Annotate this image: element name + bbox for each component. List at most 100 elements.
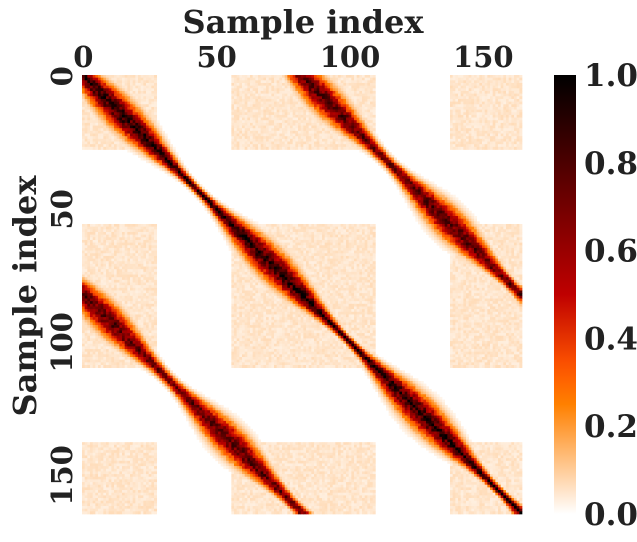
heatmap-cell [95,85,99,89]
heatmap-cell [111,128,115,132]
heatmap-cell [479,245,483,249]
heatmap-cell [159,152,163,156]
heatmap-cell [479,101,483,105]
heatmap-cell [348,245,352,249]
heatmap-cell [332,125,336,129]
heatmap-cell [322,120,326,124]
heatmap-cell [370,82,374,86]
heatmap-cell [218,226,222,230]
heatmap-cell [274,122,278,126]
heatmap-cell [362,245,366,249]
heatmap-cell [132,96,136,100]
heatmap-cell [295,120,299,124]
heatmap-cell [308,96,312,100]
heatmap-cell [103,130,107,134]
heatmap-cell [372,109,376,113]
heatmap-cell [343,234,347,238]
heatmap-cell [263,101,267,105]
heatmap-cell [468,104,472,108]
heatmap-cell [402,173,406,177]
heatmap-cell [146,88,150,92]
heatmap-cell [468,130,472,134]
heatmap-cell [228,216,232,220]
heatmap-cell [231,125,235,129]
heatmap-cell [188,181,192,185]
heatmap-cell [282,109,286,113]
heatmap-cell [135,101,139,105]
heatmap-cell [84,96,88,100]
heatmap-cell [415,178,419,182]
heatmap-cell [284,125,288,129]
heatmap-cell [330,104,334,108]
heatmap-cell [471,146,475,150]
heatmap-cell [420,178,424,182]
heatmap-cell [487,138,491,142]
heatmap-cell [100,226,104,230]
heatmap-cell [399,189,403,193]
heatmap-cell [220,202,224,206]
heatmap-cell [500,120,504,124]
heatmap-cell [308,239,312,243]
heatmap-cell [506,80,510,84]
heatmap-cell [194,178,198,182]
heatmap-cell [492,136,496,140]
heatmap-cell [114,133,118,137]
heatmap-cell [90,114,94,118]
heatmap-cell [343,117,347,121]
heatmap-cell [84,247,88,251]
heatmap-cell [311,96,315,100]
heatmap-cell [367,106,371,110]
heatmap-cell [303,90,307,94]
heatmap-cell [114,146,118,150]
heatmap-cell [327,138,331,142]
heatmap-cell [108,117,112,121]
heatmap-cell [92,80,96,84]
heatmap-cell [87,242,91,246]
heatmap-cell [322,146,326,150]
heatmap-cell [124,247,128,251]
heatmap-cell [258,223,262,227]
heatmap-cell [298,141,302,145]
heatmap-cell [132,104,136,108]
heatmap-cell [119,96,123,100]
heatmap-cell [434,197,438,201]
heatmap-cell [394,178,398,182]
heatmap-cell [258,96,262,100]
heatmap-cell [271,231,275,235]
heatmap-cell [295,146,299,150]
heatmap-cell [90,85,94,89]
heatmap-cell [260,101,264,105]
heatmap-cell [244,128,248,132]
heatmap-cell [306,234,310,238]
heatmap-cell [343,146,347,150]
heatmap-cell [106,242,110,246]
heatmap-cell [367,98,371,102]
heatmap-cell [183,176,187,180]
heatmap-cell [362,130,366,134]
heatmap-cell [271,245,275,249]
heatmap-cell [140,231,144,235]
heatmap-cell [258,109,262,113]
heatmap-cell [332,226,336,230]
heatmap-cell [514,114,518,118]
heatmap-cell [460,122,464,126]
heatmap-cell [450,85,454,89]
heatmap-cell [119,136,123,140]
heatmap-cell [271,136,275,140]
heatmap-cell [346,128,350,132]
heatmap-cell [490,85,494,89]
heatmap-cell [132,88,136,92]
heatmap-cell [303,80,307,84]
heatmap-cell [114,138,118,142]
heatmap-cell [367,231,371,235]
heatmap-cell [442,237,446,241]
heatmap-cell [100,231,104,235]
heatmap-cell [442,189,446,193]
heatmap-cell [380,149,384,153]
heatmap-cell [268,122,272,126]
heatmap-cell [127,82,131,86]
heatmap-cell [484,93,488,97]
heatmap-cell [215,216,219,220]
heatmap-cell [100,88,104,92]
heatmap-cell [204,202,208,206]
